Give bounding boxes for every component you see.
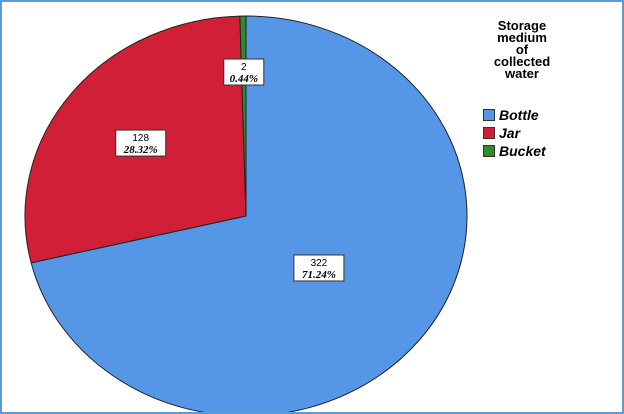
legend-label-bucket: Bucket	[499, 143, 546, 159]
legend-swatch-jar	[483, 127, 495, 139]
legend: Bottle Jar Bucket	[483, 106, 546, 160]
legend-label-bottle: Bottle	[499, 107, 539, 123]
legend-title: Storage medium of collected water	[493, 18, 551, 81]
data-label-bucket: 20.44%	[223, 58, 265, 86]
legend-item-bottle: Bottle	[483, 106, 546, 124]
data-label-percent-bucket: 0.44%	[230, 73, 258, 85]
data-label-count-bucket: 2	[241, 62, 247, 73]
legend-swatch-bucket	[483, 145, 495, 157]
legend-swatch-bottle	[483, 109, 495, 121]
data-label-box-bucket	[223, 58, 265, 86]
legend-item-jar: Jar	[483, 124, 546, 142]
data-label-percent-jar: 28.32%	[123, 144, 158, 156]
data-label-box-jar	[115, 129, 167, 157]
data-label-count-jar: 128	[132, 133, 149, 144]
data-label-box-bottle	[293, 254, 345, 282]
legend-item-bucket: Bucket	[483, 142, 546, 160]
data-label-percent-bottle: 71.24%	[302, 269, 336, 281]
data-label-count-bottle: 322	[311, 258, 328, 269]
pie-slice-bottle	[30, 15, 468, 412]
legend-label-jar: Jar	[499, 125, 521, 141]
